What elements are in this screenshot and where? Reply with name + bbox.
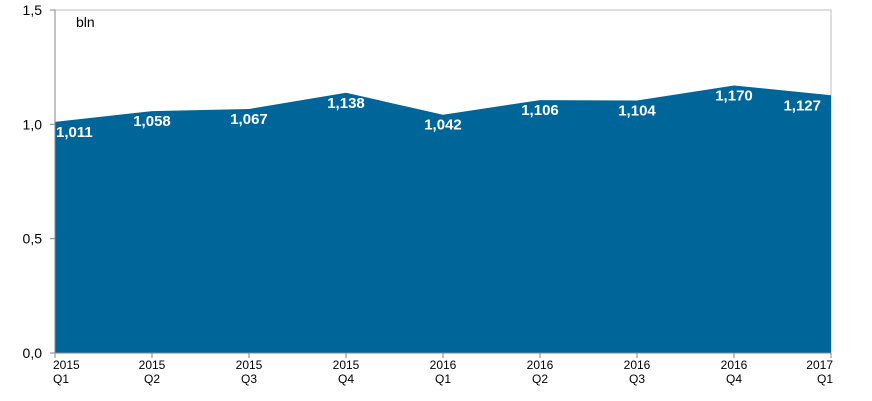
data-label: 1,106 bbox=[521, 102, 559, 119]
y-ticks: 0,0 0,5 1,0 1,5 bbox=[23, 2, 55, 361]
data-label: 1,104 bbox=[618, 103, 656, 120]
x-ticks: 2015Q12015Q22015Q32015Q42016Q12016Q22016… bbox=[53, 353, 833, 386]
x-tick-quarter: Q3 bbox=[241, 372, 257, 386]
data-label: 1,011 bbox=[56, 124, 93, 141]
data-label: 1,042 bbox=[424, 117, 462, 134]
x-tick-year: 2016 bbox=[527, 358, 554, 372]
x-tick-quarter: Q2 bbox=[144, 372, 160, 386]
x-tick-year: 2016 bbox=[721, 358, 748, 372]
y-tick-label: 0,0 bbox=[23, 345, 43, 361]
x-tick-year: 2015 bbox=[139, 358, 166, 372]
data-label: 1,127 bbox=[783, 97, 821, 114]
x-tick-quarter: Q1 bbox=[53, 372, 69, 386]
y-tick-label: 1,0 bbox=[23, 116, 43, 132]
data-labels: 1,011 1,058 1,067 1,138 1,042 1,106 1,104 1,170… bbox=[56, 87, 821, 140]
x-tick-quarter: Q3 bbox=[629, 372, 645, 386]
data-label: 1,067 bbox=[230, 111, 268, 128]
y-tick-label: 0,5 bbox=[23, 231, 43, 247]
x-tick-year: 2015 bbox=[236, 358, 263, 372]
x-tick-quarter: Q2 bbox=[532, 372, 548, 386]
data-label: 1,170 bbox=[715, 87, 753, 104]
unit-label: bln bbox=[76, 14, 95, 30]
x-tick-quarter: Q4 bbox=[338, 372, 354, 386]
x-tick-year: 2016 bbox=[430, 358, 457, 372]
x-tick-quarter: Q1 bbox=[817, 372, 833, 386]
x-tick-year: 2015 bbox=[53, 358, 80, 372]
x-tick-year: 2015 bbox=[333, 358, 360, 372]
y-tick-label: 1,5 bbox=[23, 2, 43, 18]
area-series bbox=[55, 85, 831, 354]
x-tick-year: 2017 bbox=[806, 358, 833, 372]
x-tick-quarter: Q1 bbox=[435, 372, 451, 386]
data-label: 1,138 bbox=[327, 95, 365, 112]
area-layer bbox=[55, 85, 831, 354]
x-tick-quarter: Q4 bbox=[726, 372, 742, 386]
data-label: 1,058 bbox=[133, 113, 171, 130]
x-tick-year: 2016 bbox=[624, 358, 651, 372]
